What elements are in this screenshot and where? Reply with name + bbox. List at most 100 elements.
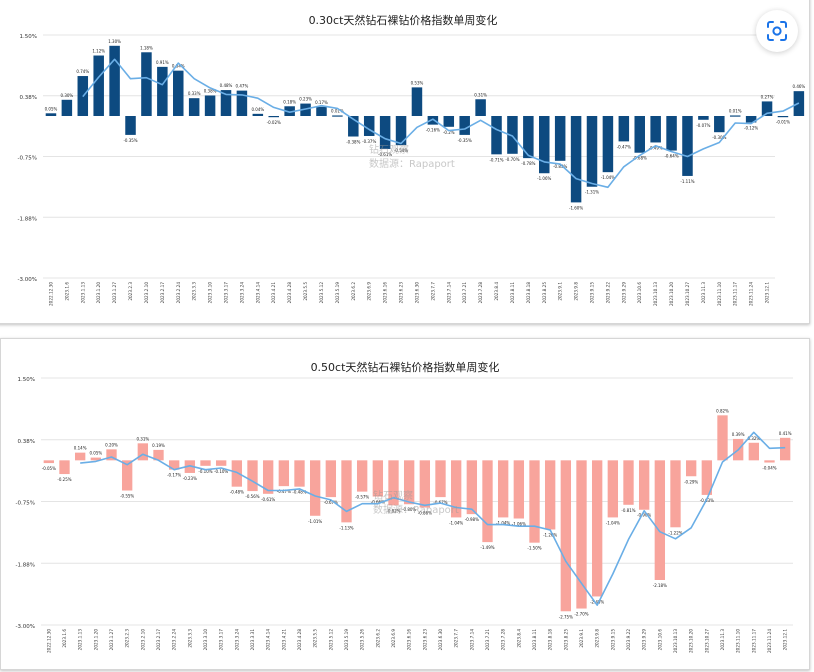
- x-tick-label: 2023.1.6: [62, 629, 67, 648]
- bar: [341, 460, 352, 523]
- x-tick-label: 2023.12.1: [765, 282, 770, 304]
- data-label: -0.35%: [458, 138, 472, 143]
- x-tick-label: 2023.4.21: [271, 282, 276, 304]
- data-label: -0.71%: [489, 157, 503, 162]
- x-tick-label: 2023.9.22: [626, 629, 631, 651]
- bar: [252, 113, 264, 116]
- x-tick-label: 2023.1.6: [64, 282, 69, 301]
- x-tick-label: 2023.2.24: [172, 629, 177, 651]
- watermark-brand: 钻石观察: [369, 145, 409, 156]
- bar: [497, 460, 509, 518]
- x-tick-label: 2023.10.6: [637, 282, 642, 304]
- bar: [623, 460, 634, 505]
- x-tick-label: 2023.10.13: [673, 629, 678, 653]
- data-label: -0.2%: [443, 130, 455, 135]
- bar: [698, 116, 709, 120]
- bar: [586, 116, 598, 187]
- bar: [554, 116, 566, 161]
- bar: [539, 116, 550, 174]
- x-tick-label: 2023.9.8: [595, 629, 600, 648]
- data-label: 1.30%: [108, 39, 121, 44]
- data-label: 0.41%: [779, 431, 792, 436]
- bar: [685, 460, 697, 477]
- x-tick-label: 2023.11.17: [751, 629, 756, 653]
- x-tick-label: 2023.6.2: [375, 629, 380, 648]
- bar: [443, 116, 455, 127]
- x-tick-label: 2023.11.24: [749, 282, 754, 306]
- x-tick-label: 2023.11.17: [733, 282, 738, 306]
- visual-search-button[interactable]: [756, 10, 798, 52]
- bar: [777, 116, 789, 118]
- bar: [90, 457, 102, 461]
- data-label: -0.07%: [696, 123, 710, 128]
- x-tick-label: 2023.6.23: [422, 629, 427, 651]
- x-tick-label: 2023.5.5: [313, 629, 318, 648]
- bar: [309, 460, 321, 516]
- data-label: 0.47%: [236, 84, 249, 89]
- x-tick-label: 2023.3.17: [224, 282, 229, 304]
- bar: [576, 460, 587, 609]
- bar: [204, 95, 216, 116]
- bar: [268, 116, 279, 118]
- x-tick-label: 2023.1.20: [93, 629, 98, 651]
- x-tick-label: 2023.3.31: [250, 629, 255, 651]
- x-tick-label: 2023.10.20: [689, 629, 694, 653]
- x-tick-label: 2023.6.30: [438, 629, 443, 651]
- x-tick-label: 2022.12.30: [46, 629, 51, 653]
- data-label: -0.70%: [505, 157, 519, 162]
- bar: [544, 460, 556, 530]
- x-tick-label: 2023.5.12: [319, 282, 324, 304]
- chart-title: 0.30ct天然钻石裸钻价格指数单周变化: [308, 14, 498, 27]
- data-label: -0.67%: [324, 500, 338, 505]
- bar: [356, 460, 368, 492]
- x-tick-label: 2023.8.25: [542, 282, 547, 304]
- bar: [748, 442, 760, 461]
- x-tick-label: 2023.8.4: [494, 282, 499, 301]
- data-label: -0.10%: [214, 469, 228, 474]
- x-tick-label: 2023.3.24: [234, 629, 239, 651]
- data-label: -1.04%: [601, 175, 615, 180]
- x-tick-label: 2023.1.27: [112, 282, 117, 304]
- bar: [61, 99, 73, 116]
- bar: [278, 460, 290, 487]
- bar: [475, 99, 486, 116]
- x-tick-label: 2023.3.3: [192, 282, 197, 301]
- bar: [670, 460, 681, 528]
- bar: [106, 449, 117, 461]
- data-label: -0.25%: [57, 477, 71, 482]
- bar: [93, 55, 104, 116]
- x-tick-label: 2023.2.24: [176, 282, 181, 304]
- data-label: -1.22%: [668, 530, 682, 535]
- data-label: -0.55%: [120, 494, 134, 499]
- data-label: -0.29%: [684, 479, 698, 484]
- bar: [761, 101, 773, 116]
- data-label: 0.01%: [331, 108, 344, 113]
- chart-0-50ct-plot: 1.50% 0.38% -0.75% -1.88% -3.00% -0.05% -0.25%…: [16, 377, 793, 653]
- data-label: -1.04%: [606, 520, 620, 525]
- data-label: 0.84%: [172, 64, 185, 69]
- x-tick-label: 2023.8.11: [532, 629, 537, 651]
- data-label: -0.47%: [277, 489, 291, 494]
- bar: [411, 87, 423, 116]
- x-tick-label: 2023.9.1: [579, 629, 584, 648]
- bar: [220, 90, 232, 116]
- chart-panel-0-30ct: 0.30ct天然钻石裸钻价格指数单周变化 1.50% 0.38% -0.75% -1.…: [0, 0, 810, 324]
- data-label: -0.48%: [230, 490, 244, 495]
- y-tick-label: -1.88%: [18, 216, 37, 222]
- data-label: -0.35%: [123, 138, 137, 143]
- bar: [419, 460, 431, 508]
- data-label: -2.18%: [653, 583, 667, 588]
- data-label: -0.82%: [386, 508, 400, 513]
- bar: [482, 460, 493, 543]
- watermark-brand: 钻石观察: [373, 491, 413, 502]
- x-tick-label: 2023.12.1: [783, 629, 788, 651]
- data-label: -0.12%: [744, 125, 758, 130]
- x-tick-label: 2023.9.29: [642, 629, 647, 651]
- data-label: -2.48%: [590, 599, 604, 604]
- bar: [215, 460, 227, 466]
- bar: [618, 116, 630, 142]
- x-tick-label: 2023.11.3: [701, 282, 706, 304]
- data-label: -1.01%: [308, 519, 322, 524]
- data-label: -0.38%: [346, 140, 360, 145]
- bar: [294, 460, 305, 487]
